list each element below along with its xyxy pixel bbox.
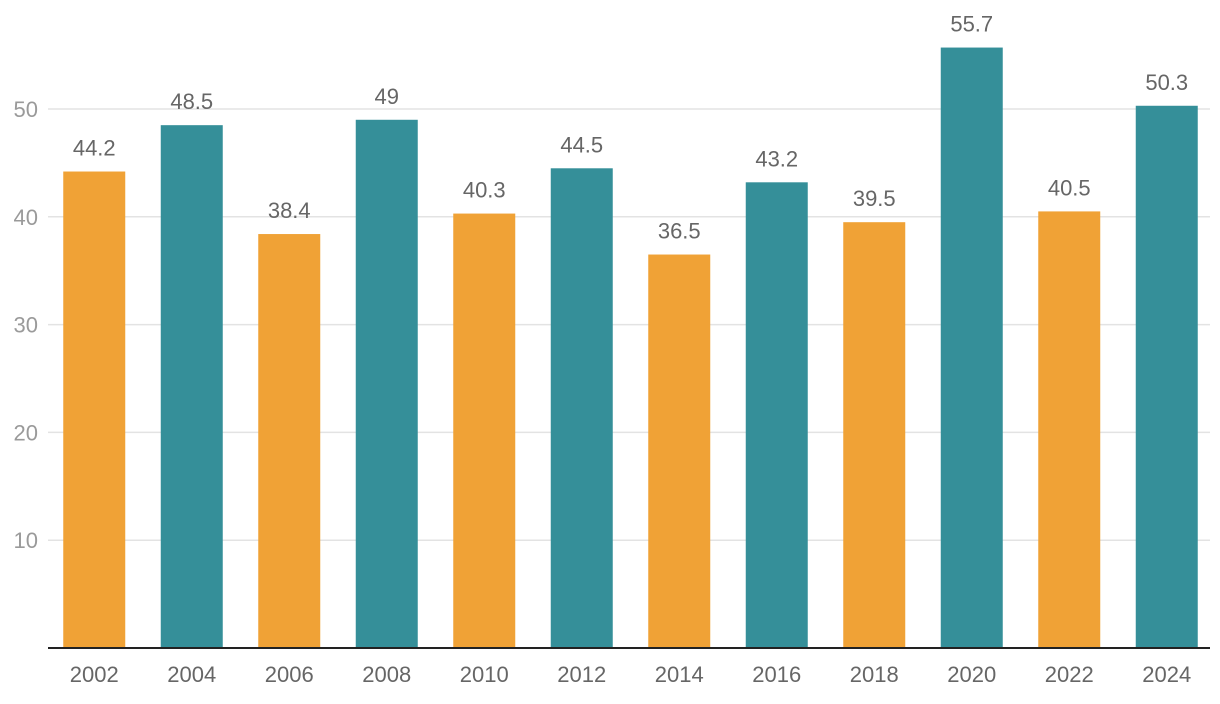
data-label: 43.2 [755, 146, 798, 171]
bar [63, 171, 126, 649]
x-tick-label: 2014 [655, 662, 704, 687]
bar [940, 47, 1003, 648]
data-label: 36.5 [658, 219, 701, 244]
bar [453, 213, 516, 649]
x-tick-label: 2022 [1045, 662, 1094, 687]
data-label: 44.5 [560, 132, 603, 157]
data-label: 38.4 [268, 198, 311, 223]
data-label: 48.5 [170, 89, 213, 114]
x-tick-label: 2012 [557, 662, 606, 687]
bar [550, 168, 613, 649]
x-tick-label: 2018 [850, 662, 899, 687]
y-tick-label: 40 [14, 205, 38, 230]
data-label: 40.3 [463, 178, 506, 203]
y-tick-label: 10 [14, 528, 38, 553]
bar [843, 222, 906, 648]
x-tick-label: 2016 [752, 662, 801, 687]
x-tick-label: 2006 [265, 662, 314, 687]
x-tick-label: 2008 [362, 662, 411, 687]
bar [648, 254, 711, 648]
y-tick-label: 20 [14, 420, 38, 445]
bar [160, 125, 223, 649]
bar [1038, 211, 1101, 648]
data-label: 49 [375, 84, 399, 109]
bar [745, 182, 808, 648]
y-tick-label: 30 [14, 313, 38, 338]
bar [355, 119, 418, 648]
y-tick-label: 50 [14, 97, 38, 122]
x-tick-label: 2024 [1142, 662, 1191, 687]
data-label: 50.3 [1145, 70, 1188, 95]
bar [1135, 105, 1198, 649]
x-tick-label: 2010 [460, 662, 509, 687]
x-tick-label: 2020 [947, 662, 996, 687]
bar [258, 234, 321, 648]
x-tick-label: 2002 [70, 662, 119, 687]
data-label: 44.2 [73, 136, 116, 161]
data-label: 55.7 [950, 12, 993, 37]
data-label: 39.5 [853, 186, 896, 211]
x-tick-label: 2004 [167, 662, 216, 687]
data-label: 40.5 [1048, 175, 1091, 200]
